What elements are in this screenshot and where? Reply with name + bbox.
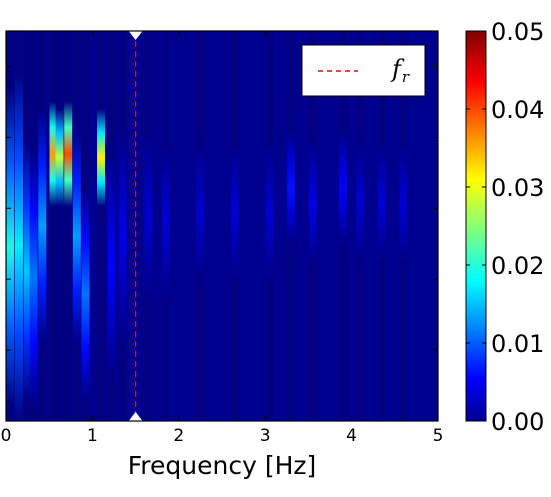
heatmap-column [196, 31, 205, 421]
colorbar-tick-label: 0.05 [491, 18, 544, 46]
x-tick-label: 1 [87, 426, 98, 446]
heatmap-column [14, 31, 23, 421]
colorbar-tick-label: 0.04 [491, 96, 544, 124]
heatmap-column [338, 31, 347, 421]
heatmap-column [38, 31, 47, 421]
y-axis-ticks [6, 65, 438, 351]
colorbar-ticks: 0.00 0.01 0.02 0.03 0.04 0.05 [466, 18, 544, 436]
reference-marker-top [128, 31, 143, 40]
colorbar [465, 30, 487, 422]
heatmap-column [23, 31, 32, 421]
heatmap-column [55, 31, 64, 421]
heatmap-columns [6, 31, 408, 421]
heatmap-column [265, 31, 274, 421]
colorbar-tick-label: 0.03 [491, 174, 544, 202]
heatmap-column [6, 31, 15, 421]
x-tick-label: 5 [433, 426, 444, 446]
heatmap-column [64, 31, 73, 421]
heatmap-column [356, 31, 365, 421]
heatmap-column [29, 31, 38, 421]
x-tick-label: 0 [1, 426, 12, 446]
reference-line [128, 31, 143, 421]
x-tick-label: 4 [346, 426, 357, 446]
x-tick-label: 3 [260, 426, 271, 446]
heatmap-column [72, 31, 81, 421]
heatmap-column [118, 31, 127, 421]
legend: fr [301, 44, 426, 97]
heatmap-column [49, 31, 58, 421]
heatmap-column [144, 31, 153, 421]
reference-marker-bottom [128, 412, 143, 421]
x-axis-ticks: 0 1 2 3 4 5 [1, 31, 444, 446]
colorbar-tick-label: 0.01 [491, 330, 544, 358]
heatmap-column [230, 31, 239, 421]
plot-frame [5, 30, 439, 422]
colorbar-tick-label: 0.02 [491, 252, 544, 280]
heatmap-column [287, 31, 296, 421]
heatmap-column [81, 31, 90, 421]
x-axis-label: Frequency [Hz] [128, 451, 317, 480]
heatmap-column [161, 31, 170, 421]
heatmap-column [107, 31, 116, 421]
x-tick-label: 2 [173, 426, 184, 446]
heatmap-column [399, 31, 408, 421]
heatmap-column [97, 31, 106, 421]
colorbar-tick-label: 0.00 [491, 408, 544, 436]
heatmap-column [308, 31, 317, 421]
heatmap-column [377, 31, 386, 421]
